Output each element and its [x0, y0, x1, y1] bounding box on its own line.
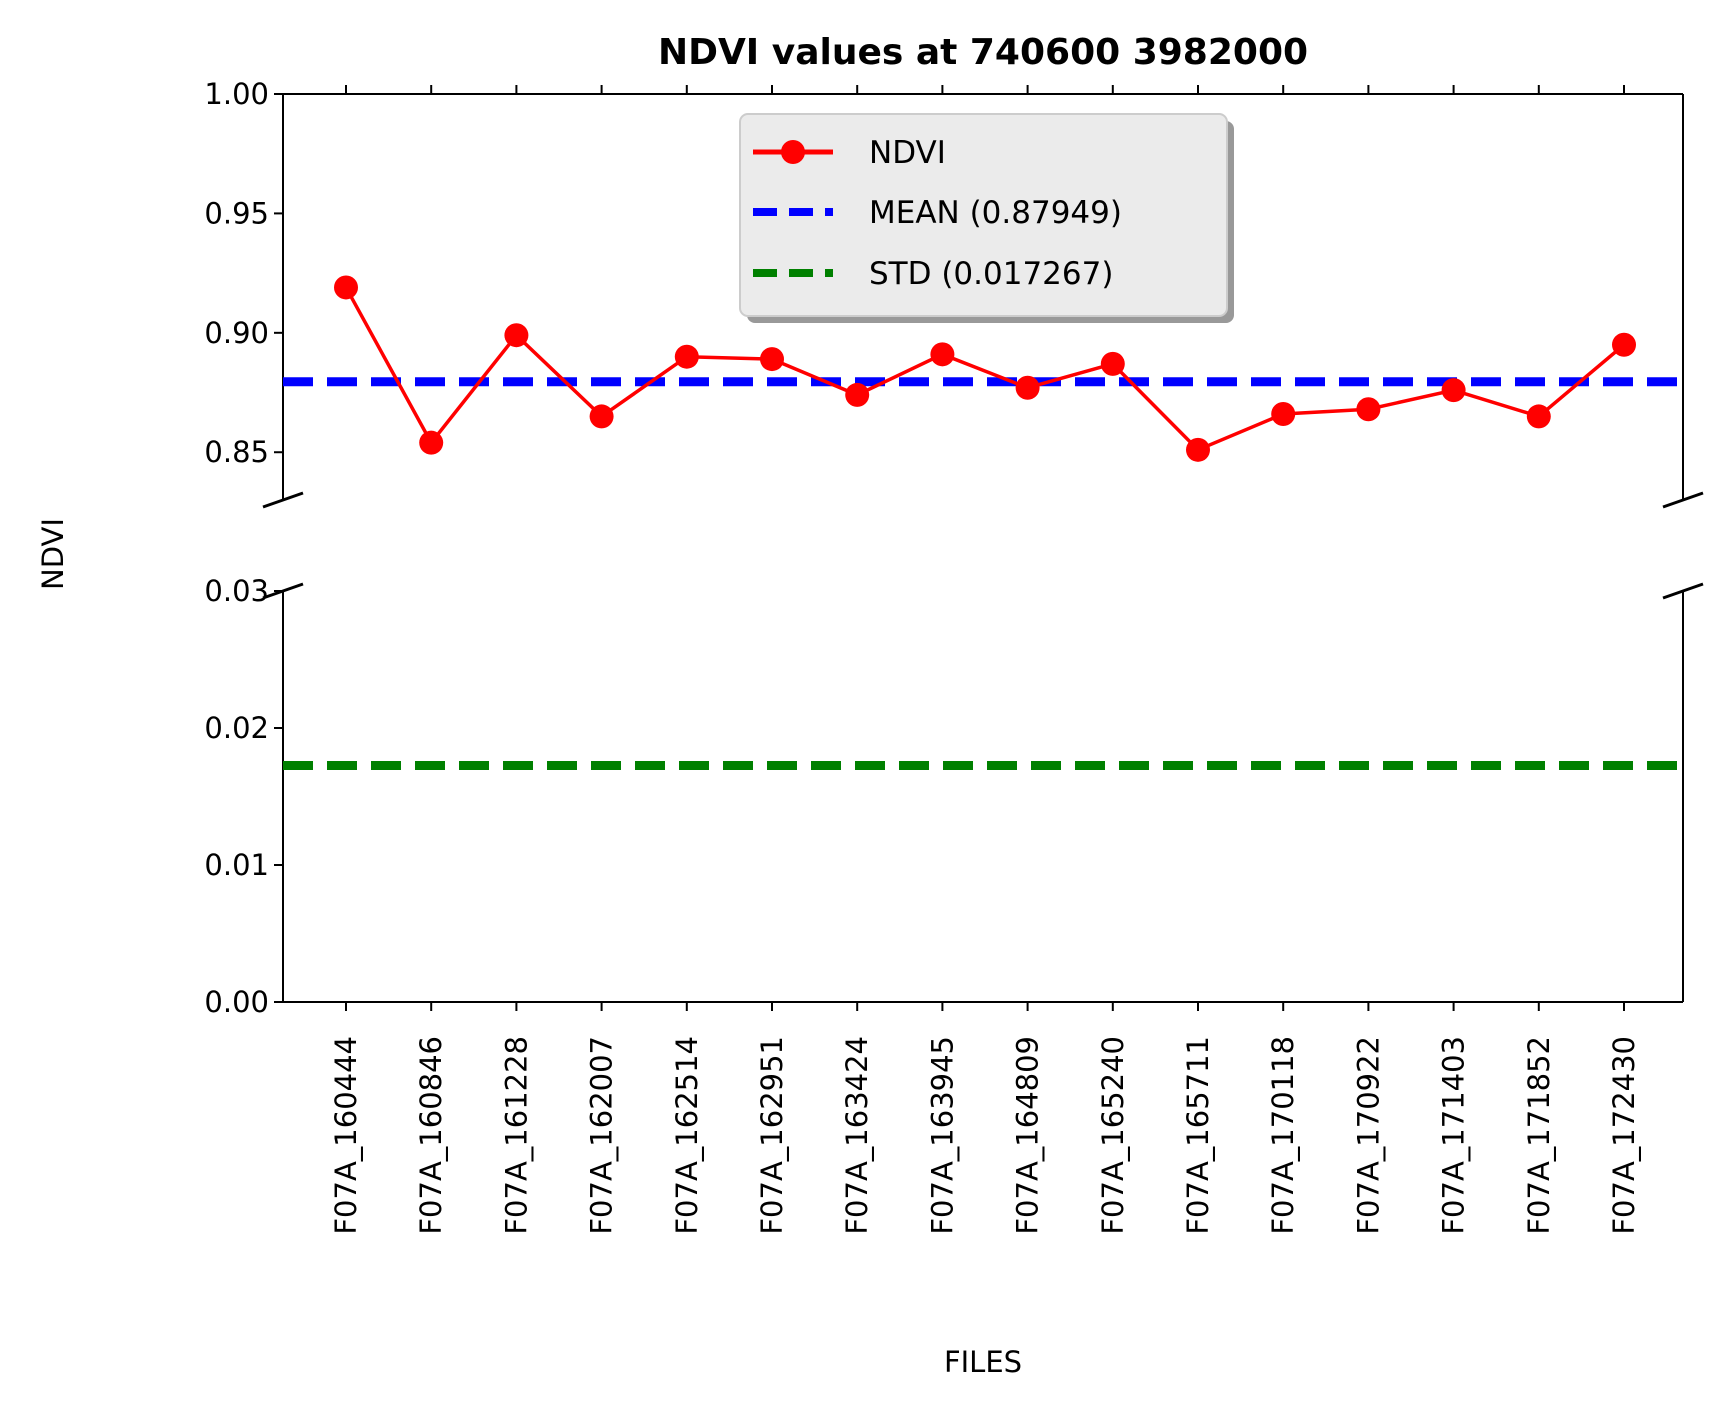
ndvi-point	[1015, 375, 1040, 400]
ndvi-series-line	[344, 286, 1626, 452]
x-tick-label: F07A_162951	[755, 1036, 789, 1235]
ndvi-point	[589, 404, 614, 429]
axis-break-mark	[262, 582, 304, 600]
x-tick-label: F07A_163424	[840, 1036, 874, 1235]
chart-title: NDVI values at 740600 3982000	[658, 32, 1308, 73]
ndvi-point	[1441, 378, 1466, 403]
x-tick-label: F07A_163945	[925, 1036, 959, 1235]
x-tick-label: F07A_171403	[1437, 1036, 1471, 1235]
ndvi-point	[1271, 402, 1296, 427]
ndvi-point	[930, 342, 955, 367]
axis-break-mark	[1662, 491, 1704, 509]
x-tick-label: F07A_172430	[1607, 1036, 1641, 1235]
x-tick-label: F07A_165240	[1096, 1036, 1130, 1235]
x-tick-label: F07A_170118	[1266, 1036, 1300, 1235]
axis-break-mark	[262, 491, 304, 509]
upper-y-tick-label: 0.85	[204, 435, 269, 469]
axis-break-mark	[1662, 582, 1704, 600]
ndvi-point	[760, 347, 784, 372]
x-tick-label: F07A_162007	[585, 1036, 619, 1235]
ndvi-point	[1612, 332, 1636, 357]
upper-y-tick-label: 0.95	[204, 196, 269, 230]
legend-mean-label: MEAN (0.87949)	[869, 195, 1122, 231]
ndvi-point	[1100, 351, 1125, 376]
upper-y-tick-label: 1.00	[204, 77, 269, 111]
legend: NDVI MEAN (0.87949) STD (0.017267)	[739, 113, 1234, 323]
ndvi-point	[674, 344, 699, 369]
lower-y-tick-label: 0.01	[204, 848, 269, 882]
x-tick-label: F07A_160444	[329, 1036, 363, 1235]
lower-y-tick-label: 0.02	[204, 711, 269, 745]
x-tick-label: F07A_165711	[1181, 1036, 1215, 1235]
upper-axes: 0.85 0.90 0.95 1.00	[204, 77, 1684, 500]
legend-std-label: STD (0.017267)	[869, 256, 1113, 292]
x-axis-label: FILES	[944, 1345, 1022, 1379]
x-tick-label: F07A_161228	[499, 1036, 533, 1235]
x-tick-label: F07A_162514	[670, 1036, 704, 1235]
axis-break-marks	[262, 491, 1704, 600]
ndvi-point	[334, 275, 358, 300]
lower-axes: 0.00 0.01 0.02 0.03 F07A_160444 F07A_160846 F0…	[204, 574, 1684, 1235]
ndvi-point	[1356, 397, 1381, 422]
ndvi-point	[845, 382, 870, 407]
legend-ndvi-marker	[781, 140, 805, 164]
x-tick-label: F07A_160846	[414, 1036, 448, 1235]
x-tick-label: F07A_171852	[1522, 1036, 1556, 1235]
ndvi-point	[504, 323, 529, 348]
x-tick-label: F07A_170922	[1351, 1036, 1385, 1235]
legend-ndvi-label: NDVI	[869, 135, 946, 171]
x-tick-label: F07A_164809	[1011, 1036, 1045, 1235]
upper-plot-area	[283, 275, 1683, 462]
ndvi-point	[1526, 404, 1551, 429]
y-axis-label: NDVI	[36, 518, 70, 590]
ndvi-point	[1186, 437, 1210, 462]
lower-y-tick-label: 0.03	[204, 574, 269, 608]
ndvi-point	[419, 430, 444, 455]
lower-y-tick-label: 0.00	[204, 985, 269, 1019]
upper-y-tick-label: 0.90	[204, 316, 269, 350]
